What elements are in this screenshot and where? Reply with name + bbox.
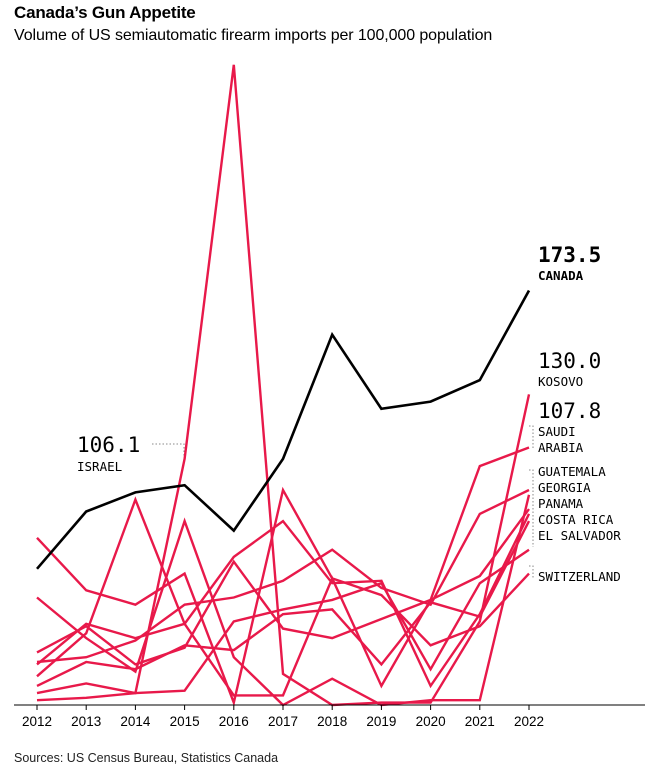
annotation-value-saudi-arabia: 107.8 [538, 399, 601, 423]
series-line-panama [36, 488, 530, 664]
series-line-canada [36, 289, 531, 570]
series-line-costa-rica [36, 508, 530, 666]
leader-line-central-america [529, 469, 534, 547]
x-tick-label-2015: 2015 [170, 714, 200, 729]
x-tick-label-2020: 2020 [416, 714, 446, 729]
leader-line-saudi-arabia [529, 425, 534, 448]
annotation-label-kosovo: KOSOVO [538, 374, 583, 389]
chart-title: Canada’s Gun Appetite [14, 3, 196, 22]
annotation-value-israel: 106.1 [77, 433, 140, 457]
end-label-el-salvador: EL SALVADOR [538, 528, 621, 543]
x-tick-label-2022: 2022 [514, 714, 544, 729]
series-line-georgia [36, 513, 531, 689]
annotation-value-canada: 173.5 [538, 243, 601, 267]
series-line-switzerland [36, 548, 530, 695]
end-label-panama: PANAMA [538, 496, 584, 511]
leader-line-switzerland [529, 565, 534, 578]
end-label-georgia: GEORGIA [538, 480, 591, 495]
series-line-el-salvador [36, 520, 531, 687]
annotation-label-canada: CANADA [538, 268, 584, 283]
chart-plot: 2012 2013 2014 2015 2016 2017 2018 2019 2020 2021… [14, 64, 645, 729]
annotation-value-kosovo: 130.0 [538, 349, 601, 373]
annotation-label-saudi-arabia-line2: ARABIA [538, 440, 584, 455]
x-tick-label-2017: 2017 [268, 714, 298, 729]
series-line-saudi-arabia [36, 446, 530, 697]
end-label-guatemala: GUATEMALA [538, 464, 606, 479]
x-tick-label-2018: 2018 [317, 714, 347, 729]
x-tick-label-2014: 2014 [120, 714, 151, 729]
series-line-kosovo [36, 64, 531, 707]
annotation-label-saudi-arabia-line1: SAUDI [538, 424, 576, 439]
source-note: Sources: US Census Bureau, Statistics Ca… [14, 751, 279, 765]
x-tick-label-2021: 2021 [465, 714, 495, 729]
end-label-switzerland: SWITZERLAND [538, 569, 621, 584]
x-tick-label-2012: 2012 [22, 714, 52, 729]
end-label-costa-rica: COSTA RICA [538, 512, 614, 527]
leader-line-israel [152, 443, 185, 461]
x-tick-label-2019: 2019 [366, 714, 396, 729]
annotation-label-israel: ISRAEL [77, 459, 122, 474]
chart-subtitle: Volume of US semiautomatic firearm impor… [14, 27, 493, 44]
x-tick-label-2013: 2013 [71, 714, 101, 729]
x-tick-label-2016: 2016 [219, 714, 249, 729]
